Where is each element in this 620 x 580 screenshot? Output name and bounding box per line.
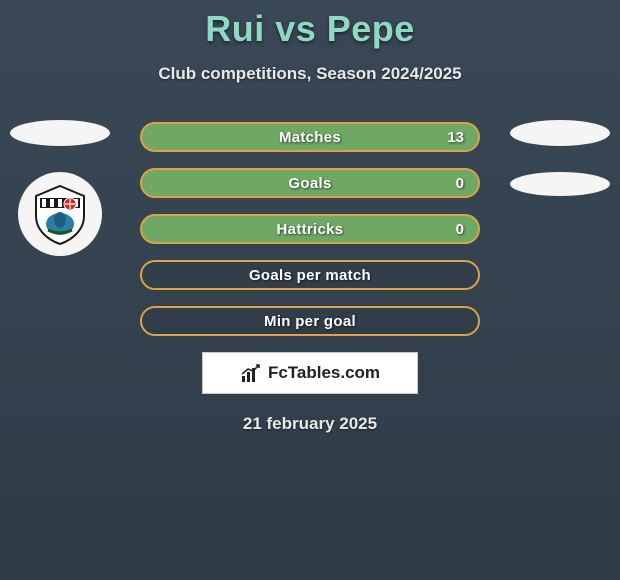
date-text: 21 february 2025 [0, 414, 620, 434]
page-title: Rui vs Pepe [0, 0, 620, 50]
stat-label: Min per goal [264, 313, 356, 330]
stat-row-matches: Matches 13 [140, 122, 480, 152]
stat-value: 0 [456, 221, 464, 238]
stat-value: 0 [456, 175, 464, 192]
comparison-panel: Matches 13 Goals 0 Hattricks 0 Goals per… [0, 122, 620, 434]
player-right-placeholder-1 [510, 120, 610, 146]
stat-row-hattricks: Hattricks 0 [140, 214, 480, 244]
club-badge [18, 172, 102, 256]
brand-attribution[interactable]: FcTables.com [202, 352, 418, 394]
chart-icon [240, 362, 262, 384]
stats-list: Matches 13 Goals 0 Hattricks 0 Goals per… [140, 122, 480, 336]
stat-row-goals-per-match: Goals per match [140, 260, 480, 290]
stat-label: Hattricks [277, 221, 344, 238]
stat-label: Goals [288, 175, 331, 192]
stat-label: Goals per match [249, 267, 371, 284]
club-crest-icon [28, 182, 92, 246]
brand-text: FcTables.com [268, 363, 380, 383]
stat-row-goals: Goals 0 [140, 168, 480, 198]
player-left-placeholder [10, 120, 110, 146]
stat-label: Matches [279, 129, 341, 146]
stat-value: 13 [447, 129, 464, 146]
subtitle: Club competitions, Season 2024/2025 [0, 64, 620, 84]
player-right-placeholder-2 [510, 172, 610, 196]
stat-row-min-per-goal: Min per goal [140, 306, 480, 336]
